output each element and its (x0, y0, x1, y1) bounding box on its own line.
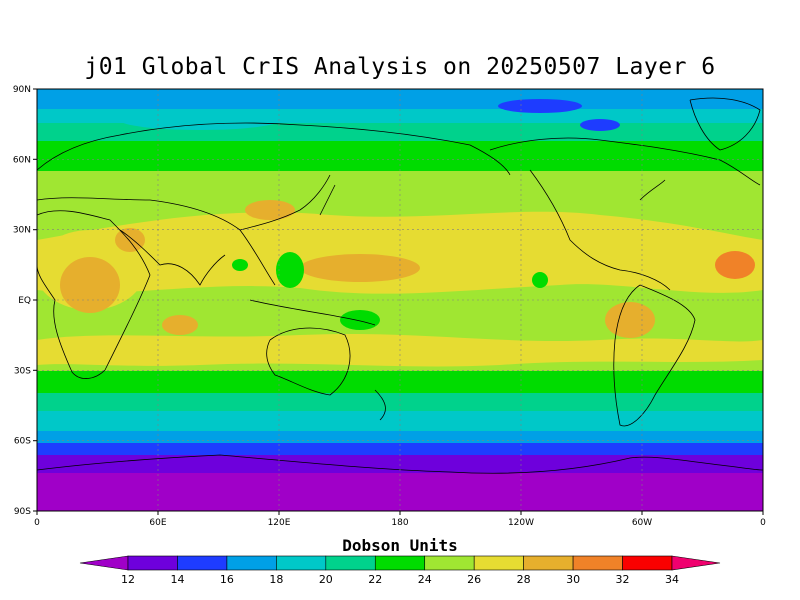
lon-label: 120E (268, 518, 291, 528)
lon-label: 60E (149, 518, 166, 528)
colorbar-tick-label: 28 (517, 573, 531, 586)
lon-label: 120W (508, 518, 534, 528)
colorbar-tick-label: 18 (269, 573, 283, 586)
lat-label: 90N (13, 85, 31, 95)
colorbar-tick-label: 24 (418, 573, 432, 586)
colorbar-tick-label: 22 (368, 573, 382, 586)
lon-label: 60W (632, 518, 652, 528)
coastlines (37, 97, 763, 474)
colorbar-segment (276, 555, 327, 571)
colorbar-segment (523, 555, 574, 571)
lat-label: 60S (14, 437, 31, 447)
map-title: j01 Global CrIS Analysis on 20250507 Lay… (84, 54, 716, 80)
colorbar-segment (473, 555, 524, 571)
colorbar-label: Dobson Units (342, 536, 458, 555)
colorbar-tick-label: 14 (170, 573, 184, 586)
lat-label: 90S (14, 507, 31, 517)
lon-label: 180 (391, 518, 408, 528)
colorbar-segment (79, 555, 129, 571)
graticule (37, 89, 763, 511)
colorbar-tick-label: 20 (319, 573, 333, 586)
colorbar-tick-label: 12 (121, 573, 135, 586)
colorbar-segment (424, 555, 475, 571)
lat-labels: 90N 60N 30N EQ 30S 60S 90S (13, 85, 31, 517)
lon-label: 0 (34, 518, 40, 528)
lon-labels: 0 60E 120E 180 120W 60W 0 (34, 518, 766, 528)
tick-marks (33, 88, 764, 515)
lat-label: 30S (14, 366, 31, 376)
colorbar-ticks: 12 14 16 18 20 22 24 26 28 30 32 34 (121, 573, 679, 586)
colorbar-tick-label: 16 (220, 573, 234, 586)
colorbar-tick-label: 30 (566, 573, 580, 586)
colorbar-segment (572, 555, 623, 571)
colorbar-tick-label: 34 (665, 573, 679, 586)
lat-label: 30N (13, 226, 31, 236)
colorbar-segment (177, 555, 228, 571)
lat-label: 60N (13, 155, 31, 165)
lat-label: EQ (18, 296, 31, 306)
colorbar-tick-label: 32 (616, 573, 630, 586)
colorbar-segment (622, 555, 673, 571)
colorbar-segment (671, 555, 721, 571)
colorbar-segment (325, 555, 376, 571)
colorbar-segment (127, 555, 178, 571)
colorbar-segment (374, 555, 426, 571)
lon-label: 0 (760, 518, 766, 528)
colorbar-segment (226, 555, 277, 571)
colorbar-tick-label: 26 (467, 573, 481, 586)
colorbar (79, 555, 721, 571)
